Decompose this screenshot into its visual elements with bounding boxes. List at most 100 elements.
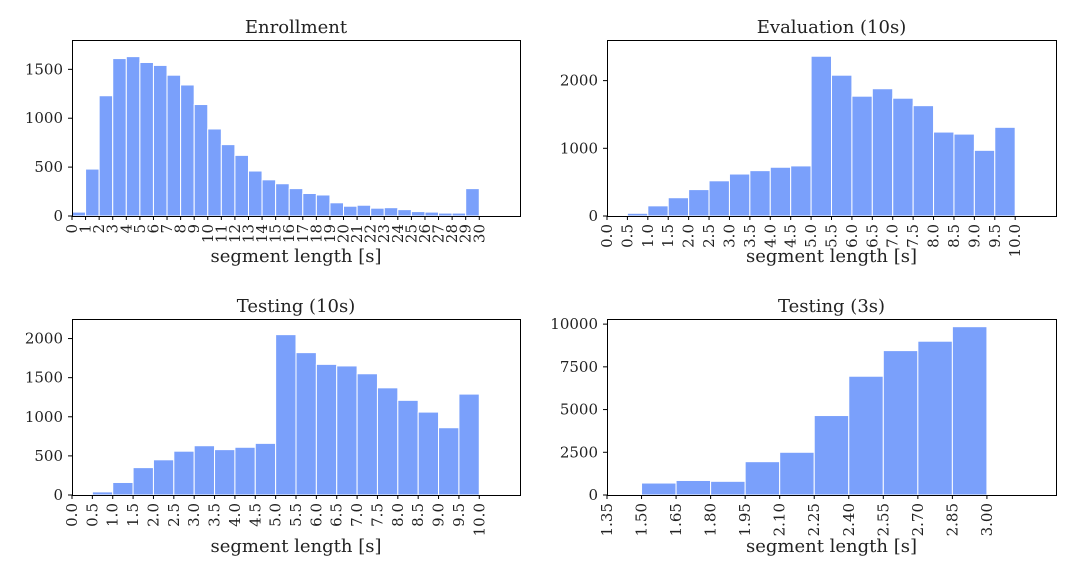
x-tick-label: 6.5 bbox=[863, 224, 881, 248]
histogram-bar bbox=[112, 481, 134, 496]
histogram-bar bbox=[647, 205, 669, 217]
histogram-bar bbox=[626, 212, 649, 217]
histogram-bar bbox=[397, 399, 419, 496]
histogram-bar bbox=[220, 144, 236, 217]
x-tick-label: 8.5 bbox=[945, 224, 963, 248]
x-tick-label: 5.5 bbox=[823, 224, 841, 248]
x-tick-label: 0.5 bbox=[618, 224, 636, 248]
x-tick-label: 8.5 bbox=[409, 503, 427, 527]
histogram-bar bbox=[85, 168, 100, 217]
subplot-4: Testing (3s) 0 2500 5000 7500 10000 1.35 1.50 1.… bbox=[550, 296, 1057, 557]
x-tick-label: 26 bbox=[416, 224, 434, 243]
x-tick-label: 6.0 bbox=[843, 224, 861, 248]
x-tick-label: 28 bbox=[443, 224, 461, 243]
histogram-bar bbox=[851, 95, 873, 217]
x-tick-label: 1.5 bbox=[124, 503, 142, 527]
histogram-bar bbox=[397, 209, 412, 217]
x-tick-label: 5.0 bbox=[802, 224, 820, 248]
x-tick-label: 7.0 bbox=[348, 503, 366, 527]
x-tick-label: 30 bbox=[470, 224, 488, 243]
histogram-bar bbox=[152, 459, 175, 496]
histogram-bar bbox=[810, 55, 832, 217]
x-tick-label: 1.95 bbox=[736, 503, 754, 536]
x-tick-label: 11 bbox=[212, 224, 230, 243]
x-tick-label: 4.5 bbox=[246, 503, 264, 527]
histogram-bar bbox=[275, 334, 297, 496]
histogram-bar bbox=[193, 104, 209, 217]
x-tick-label: 4 bbox=[117, 224, 135, 234]
x-tick-label: 2.70 bbox=[909, 503, 927, 536]
x-tick-label: 20 bbox=[335, 224, 353, 243]
x-tick-label: 17 bbox=[294, 224, 312, 243]
y-tick-label: 0 bbox=[53, 486, 63, 504]
x-tick-label: 19 bbox=[321, 224, 339, 243]
chart-title: Enrollment bbox=[245, 17, 348, 38]
x-tick-label: 3.0 bbox=[185, 503, 203, 527]
x-tick-label: 1 bbox=[77, 224, 95, 234]
x-tick-label: 1.65 bbox=[667, 503, 685, 536]
x-tick-label: 2.10 bbox=[771, 503, 789, 536]
x-tick-label: 9.0 bbox=[430, 503, 448, 527]
histogram-bar bbox=[125, 56, 141, 217]
x-tick-label: 3.5 bbox=[741, 224, 759, 248]
x-tick-label: 9.5 bbox=[986, 224, 1004, 248]
y-tick-label: 5000 bbox=[560, 401, 598, 419]
histogram-bar bbox=[91, 491, 114, 496]
histogram-bar bbox=[173, 450, 195, 496]
x-tick-label: 2.0 bbox=[680, 224, 698, 248]
histogram-bar bbox=[410, 211, 426, 217]
chart-title: Testing (3s) bbox=[778, 296, 885, 317]
histogram-bar bbox=[882, 350, 919, 496]
histogram-bar bbox=[892, 97, 914, 217]
histogram-bar bbox=[994, 126, 1016, 217]
axes-frame bbox=[607, 319, 1057, 496]
histogram-bar bbox=[166, 74, 182, 217]
histogram-bar bbox=[214, 449, 236, 496]
histogram-bar bbox=[207, 128, 222, 217]
y-tick-label: 0 bbox=[588, 486, 598, 504]
histogram-bar bbox=[254, 442, 277, 496]
x-tick-label: 27 bbox=[430, 224, 448, 243]
x-tick-label: 0.0 bbox=[598, 224, 616, 248]
histogram-bar bbox=[667, 197, 690, 217]
x-tick-label: 13 bbox=[239, 224, 257, 243]
y-tick-label: 0 bbox=[588, 207, 598, 225]
x-axis-label: segment length [s] bbox=[746, 536, 917, 557]
histogram-bar bbox=[417, 411, 440, 496]
x-tick-label: 4.0 bbox=[761, 224, 779, 248]
x-tick-label: 1.0 bbox=[639, 224, 657, 248]
x-tick-label: 1.0 bbox=[104, 503, 122, 527]
x-tick-label: 4.0 bbox=[226, 503, 244, 527]
histogram-bar bbox=[315, 363, 338, 496]
x-tick-label: 1.5 bbox=[659, 224, 677, 248]
histogram-bar bbox=[769, 166, 792, 217]
x-tick-label: 22 bbox=[362, 224, 380, 243]
x-tick-label: 1.35 bbox=[598, 503, 616, 536]
x-tick-label: 7 bbox=[158, 224, 176, 234]
histogram-bar bbox=[451, 212, 467, 217]
x-tick-label: 24 bbox=[389, 224, 407, 243]
histogram-bar bbox=[193, 445, 216, 496]
x-tick-label: 1.80 bbox=[702, 503, 720, 536]
histogram-bar bbox=[132, 467, 154, 496]
histogram-bar bbox=[465, 188, 480, 217]
x-tick-label: 16 bbox=[280, 224, 298, 243]
subplot-3: Testing (10s) 0 500 1000 1500 2000 0.0 0.5 1.0 1.… bbox=[25, 296, 521, 557]
histogram-bar bbox=[710, 480, 746, 496]
x-tick-label: 4.5 bbox=[782, 224, 800, 248]
y-tick-label: 500 bbox=[34, 447, 63, 465]
histogram-bar bbox=[383, 207, 399, 217]
histogram-bar bbox=[376, 387, 399, 496]
histogram-bar bbox=[951, 326, 988, 496]
x-tick-label: 0.5 bbox=[83, 503, 101, 527]
y-tick-label: 1000 bbox=[25, 109, 63, 127]
chart-title: Evaluation (10s) bbox=[757, 17, 906, 38]
histogram-bar bbox=[98, 95, 114, 217]
x-tick-label: 29 bbox=[457, 224, 475, 243]
histogram-bar bbox=[71, 211, 87, 217]
histogram-bar bbox=[370, 207, 385, 217]
y-tick-label: 1500 bbox=[25, 369, 63, 387]
x-tick-label: 12 bbox=[226, 224, 244, 243]
x-tick-label: 23 bbox=[375, 224, 393, 243]
